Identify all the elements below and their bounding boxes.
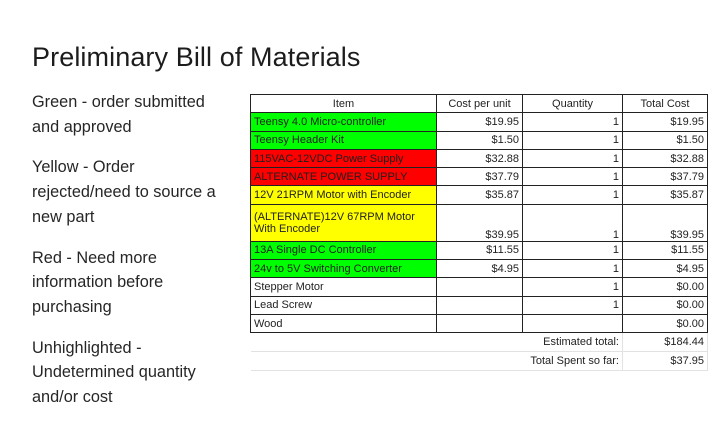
item-cell: ALTERNATE POWER SUPPLY xyxy=(250,167,437,187)
cost-cell: $19.95 xyxy=(436,112,523,132)
total-cell: $11.55 xyxy=(622,240,708,261)
item-cell: 13A Single DC Controller xyxy=(250,240,437,261)
cost-cell: $39.95 xyxy=(436,203,523,242)
legend-red: Red - Need more information before purch… xyxy=(32,248,164,316)
total-cell: $35.87 xyxy=(622,185,708,205)
total-cell: $32.88 xyxy=(622,148,708,169)
table-row: Wood $0.00 xyxy=(250,313,708,334)
total-cell: $0.00 xyxy=(622,295,708,315)
cost-cell xyxy=(436,295,523,315)
quantity-cell: 1 xyxy=(522,167,623,187)
summary-row-estimated-total: Estimated total: $184.44 xyxy=(250,332,708,353)
header-quantity: Quantity xyxy=(522,93,623,114)
cost-cell: $1.50 xyxy=(436,130,523,150)
table-row: (ALTERNATE)12V 67RPM Motor With Encoder … xyxy=(250,203,708,242)
summary-row-total-spent: Total Spent so far: $37.95 xyxy=(250,351,708,372)
table-header-row: Item Cost per unit Quantity Total Cost xyxy=(250,93,708,114)
quantity-cell: 1 xyxy=(522,277,623,297)
slide-title: Preliminary Bill of Materials xyxy=(32,42,361,72)
item-cell: Wood xyxy=(250,313,437,334)
header-total-cost: Total Cost xyxy=(622,93,708,114)
item-cell: Teensy 4.0 Micro-controller xyxy=(250,112,437,132)
total-cell: $37.79 xyxy=(622,167,708,187)
total-cell: $39.95 xyxy=(622,203,708,242)
color-legend: Green - order submitted and approved Yel… xyxy=(32,90,232,426)
table-row: Teensy Header Kit $1.50 1 $1.50 xyxy=(250,130,708,150)
total-cell: $1.50 xyxy=(622,130,708,150)
total-cell: $4.95 xyxy=(622,259,708,279)
summary-value: $37.95 xyxy=(622,351,708,372)
cost-cell: $4.95 xyxy=(436,259,523,279)
item-cell: 12V 21RPM Motor with Encoder xyxy=(250,185,437,205)
item-cell: Stepper Motor xyxy=(250,277,437,297)
item-cell: 24v to 5V Switching Converter xyxy=(250,259,437,279)
summary-label: Estimated total: xyxy=(436,332,623,353)
cost-cell: $11.55 xyxy=(436,240,523,261)
item-cell: 115VAC-12VDC Power Supply xyxy=(250,148,437,169)
cost-cell: $35.87 xyxy=(436,185,523,205)
bill-of-materials-table: Item Cost per unit Quantity Total Cost T… xyxy=(250,93,708,372)
quantity-cell: 1 xyxy=(522,259,623,279)
table-row: Lead Screw 1 $0.00 xyxy=(250,295,708,315)
header-cost-per-unit: Cost per unit xyxy=(436,93,523,114)
quantity-cell: 1 xyxy=(522,130,623,150)
cost-cell xyxy=(436,277,523,297)
table-row: ALTERNATE POWER SUPPLY $37.79 1 $37.79 xyxy=(250,167,708,187)
quantity-cell: 1 xyxy=(522,240,623,261)
summary-value: $184.44 xyxy=(622,332,708,353)
item-cell: Lead Screw xyxy=(250,295,437,315)
table-row: 115VAC-12VDC Power Supply $32.88 1 $32.8… xyxy=(250,148,708,169)
total-cell: $0.00 xyxy=(622,277,708,297)
legend-yellow: Yellow - Order rejected/need to source a… xyxy=(32,158,216,226)
cost-cell xyxy=(436,313,523,334)
total-cell: $19.95 xyxy=(622,112,708,132)
quantity-cell xyxy=(522,313,623,334)
total-cell: $0.00 xyxy=(622,313,708,334)
table-row: 12V 21RPM Motor with Encoder $35.87 1 $3… xyxy=(250,185,708,205)
cost-cell: $32.88 xyxy=(436,148,523,169)
quantity-cell: 1 xyxy=(522,148,623,169)
quantity-cell: 1 xyxy=(522,185,623,205)
cost-cell: $37.79 xyxy=(436,167,523,187)
legend-green: Green - order submitted and approved xyxy=(32,93,205,136)
table-row: 13A Single DC Controller $11.55 1 $11.55 xyxy=(250,240,708,261)
quantity-cell: 1 xyxy=(522,203,623,242)
table-row: Teensy 4.0 Micro-controller $19.95 1 $19… xyxy=(250,112,708,132)
table-row: 24v to 5V Switching Converter $4.95 1 $4… xyxy=(250,259,708,279)
item-cell: (ALTERNATE)12V 67RPM Motor With Encoder xyxy=(250,203,437,242)
item-cell: Teensy Header Kit xyxy=(250,130,437,150)
table-row: Stepper Motor 1 $0.00 xyxy=(250,277,708,297)
summary-label: Total Spent so far: xyxy=(436,351,623,372)
header-item: Item xyxy=(250,93,437,114)
quantity-cell: 1 xyxy=(522,295,623,315)
quantity-cell: 1 xyxy=(522,112,623,132)
legend-unhighlighted: Unhighlighted - Undetermined quantity an… xyxy=(32,338,196,407)
